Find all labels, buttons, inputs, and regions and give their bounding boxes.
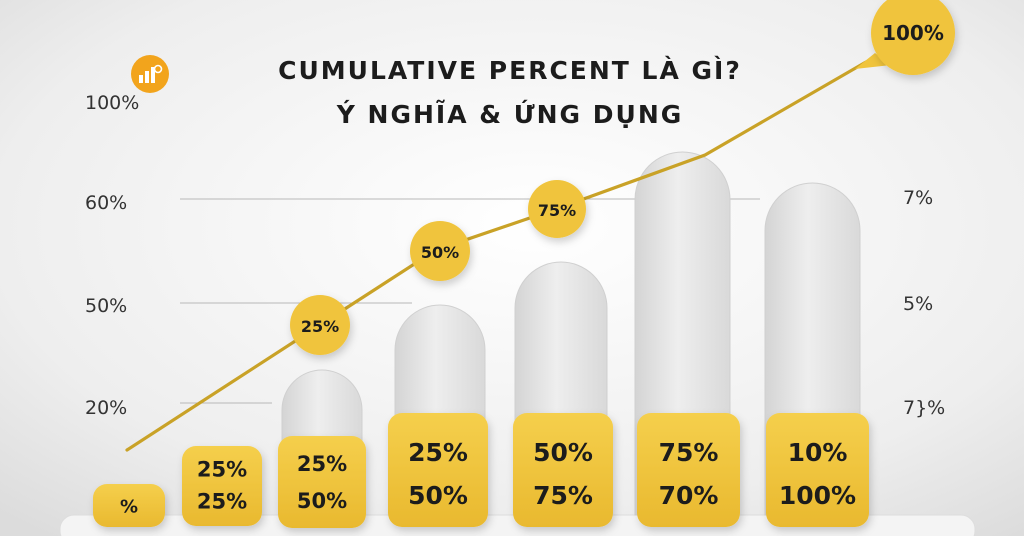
bar-label-top: 25% [408, 438, 468, 467]
line-marker-label: 25% [301, 317, 339, 336]
left-axis-label: 20% [85, 397, 127, 419]
bar-label-bottom: 75% [533, 481, 593, 510]
title-line-2: Ý NGHĨA & ỨNG DỤNG [336, 100, 684, 129]
marker-tail [855, 53, 891, 69]
bar-label-box [278, 436, 366, 528]
left-axis-label: 100% [85, 92, 139, 114]
right-axis-label: 5% [903, 293, 933, 315]
left-axis-label: 50% [85, 295, 127, 317]
bar-label-box [766, 413, 869, 527]
bar-label-bottom: 100% [779, 481, 856, 510]
bar-label-top: 50% [533, 438, 593, 467]
cumulative-line [125, 60, 868, 452]
bar-label-box [388, 413, 488, 527]
bar-label-top: 10% [788, 438, 848, 467]
line-marker-label: 100% [882, 21, 944, 45]
bar-label-bottom: 70% [659, 481, 719, 510]
bar-label-top: 75% [659, 438, 719, 467]
bar-label-box [637, 413, 740, 527]
bar-label-box [182, 446, 262, 526]
right-axis-label: 7% [903, 187, 933, 209]
bar-label-top: 25% [297, 452, 347, 476]
bar-label-top: % [120, 497, 138, 518]
bar-label-bottom: 50% [408, 481, 468, 510]
line-marker [528, 180, 586, 238]
bar-label-top: 25% [197, 457, 247, 481]
line-marker-label: 50% [421, 243, 459, 262]
right-axis-label: 7}% [903, 397, 945, 419]
left-axis-label: 60% [85, 192, 127, 214]
bar-label-bottom: 25% [197, 489, 247, 513]
title-line-1: CUMULATIVE PERCENT LÀ GÌ? [278, 56, 742, 85]
bar-label-box [93, 484, 165, 527]
line-marker [290, 295, 350, 355]
bar-label-bottom: 50% [297, 489, 347, 513]
chart-logo-icon [131, 55, 169, 93]
line-marker [871, 0, 955, 75]
bar-label-box [513, 413, 613, 527]
line-marker [410, 221, 470, 281]
line-marker-label: 75% [538, 201, 576, 220]
